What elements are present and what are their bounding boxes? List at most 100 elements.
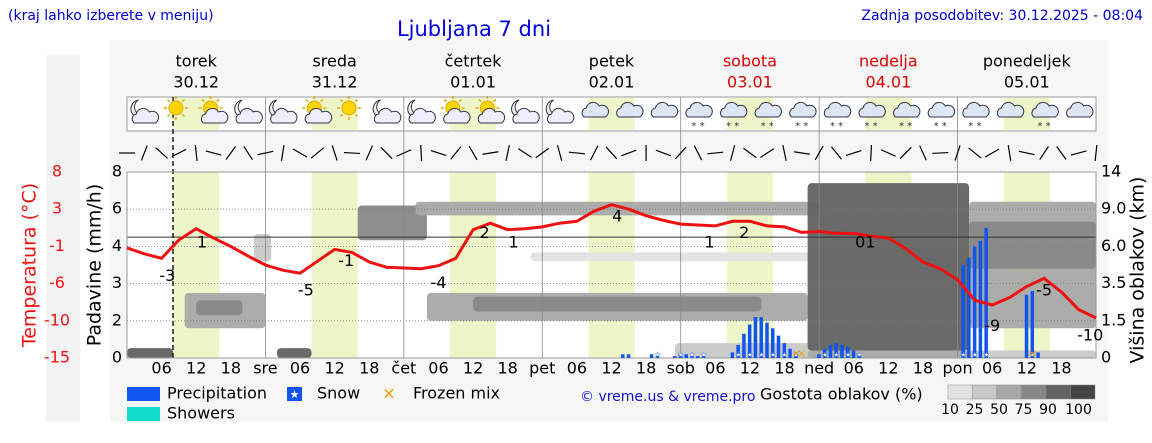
snow-mark: ★ (701, 351, 707, 359)
wind-barb (420, 144, 423, 162)
y2-tick-label: 9.0 (1101, 199, 1126, 218)
weather-icon (130, 99, 160, 124)
precip-bar (753, 317, 758, 358)
wind-barb (845, 149, 862, 157)
temp-label: -9 (984, 316, 1000, 335)
sun-ray (443, 98, 447, 103)
wind-barb (535, 147, 550, 159)
cloud-layer (807, 183, 970, 351)
temp-label: -1 (338, 251, 354, 270)
precip-bar (730, 352, 735, 358)
weather-icon: * * (927, 101, 955, 132)
snow-mark: ★ (770, 351, 776, 359)
precip-bar (655, 356, 660, 358)
day-date: 03.01 (727, 73, 773, 92)
precip-bar (851, 350, 856, 358)
cloud-scale-box (947, 384, 973, 400)
cloud-layer (253, 234, 272, 262)
cloud (996, 101, 1025, 118)
wind-barb (743, 147, 757, 159)
x-tick-label: sre (253, 359, 277, 378)
y2-tick-label: 0 (1101, 348, 1111, 367)
weather-icon (511, 99, 540, 124)
y-tick-label: 6 (112, 199, 122, 218)
cloud (823, 101, 852, 118)
precip-bar (672, 356, 677, 358)
weather-icon: * * (962, 101, 990, 132)
snow-mark: ★ (983, 351, 989, 359)
left-strip (46, 55, 80, 422)
update-time: Zadnja posodobitev: 30.12.2025 - 08:04 (861, 8, 1143, 24)
x-tick-label: 12 (324, 359, 344, 378)
wind-barb (1070, 150, 1087, 156)
weather-icon (234, 99, 263, 124)
temp-label: -5 (1036, 281, 1052, 300)
precip-bar (845, 346, 850, 358)
wind-barb (984, 148, 1000, 158)
wind-barb (380, 146, 393, 160)
cloud-layer (276, 348, 312, 358)
temp-label: -10 (1077, 325, 1103, 344)
wind-barb (1007, 145, 1012, 161)
weather-icon (407, 99, 436, 124)
x-tick-label: 18 (1051, 359, 1071, 378)
credit: © vreme.us & vreme.pro (580, 389, 755, 405)
cloud-scale-label: 100 (1065, 402, 1092, 418)
temp-tick-label: 3 (52, 199, 62, 218)
wind-barb (450, 146, 462, 160)
menu-note: (kraj lahko izberete v meniju) (8, 8, 214, 24)
wind-barb (1056, 146, 1067, 160)
temp-label: 2 (480, 223, 490, 242)
day-name: sobota (723, 52, 777, 71)
wind-barb (621, 149, 637, 157)
precip-bar (817, 354, 821, 358)
cloud-scale-title: Gostota oblakov (%) (760, 385, 923, 404)
y-tick-label: 4 (112, 236, 122, 255)
temp-label: 01 (855, 232, 875, 251)
weather-icon (996, 101, 1025, 118)
cloud-scale-label: 25 (966, 402, 984, 418)
weather-icon: * * (858, 101, 886, 132)
precip-bar (984, 227, 988, 358)
wind-barb (280, 145, 285, 161)
weather-icon (163, 96, 188, 120)
wind-barb (1039, 145, 1049, 161)
cloud (650, 101, 679, 118)
precip-bar (765, 322, 769, 358)
x-tick-label: 06 (428, 359, 448, 378)
legend-swatch: × (382, 384, 395, 403)
x-tick-label: 12 (463, 359, 483, 378)
wind-barb (814, 145, 824, 161)
precip-bar (794, 354, 798, 358)
wind-barb (257, 150, 274, 156)
x-tick-label: 12 (186, 359, 206, 378)
wind-barb (140, 145, 148, 161)
sun-ray (166, 113, 171, 118)
snow-mark: ★ (689, 351, 695, 359)
temp-label: -5 (298, 281, 314, 300)
sun-ray (354, 98, 358, 103)
x-tick-label: 18 (636, 359, 656, 378)
x-tick-label: sob (667, 359, 695, 378)
precip-bar (782, 343, 787, 358)
precip-bar (967, 257, 971, 358)
day-date: 01.01 (450, 73, 496, 92)
wind-barb (830, 146, 842, 160)
daylight-band (450, 172, 497, 358)
wind-barb (396, 149, 412, 157)
y-axis-label: Padavine (mm/h) (84, 184, 106, 347)
snow-mark: ★ (793, 351, 799, 359)
wind-barb (482, 151, 499, 155)
precip-bar (701, 356, 706, 358)
temp-label: 2 (739, 223, 749, 242)
snow-mark: ★ (781, 351, 787, 359)
cloud (512, 107, 540, 124)
snow-mark: ★ (735, 351, 741, 359)
snow-flakes: * * (864, 121, 877, 132)
wind-barb (556, 145, 563, 161)
day-date: 02.01 (589, 73, 635, 92)
cloud (616, 101, 644, 118)
wind-barb (292, 148, 308, 158)
snow-flakes: * * (726, 121, 739, 132)
x-tick-label: 06 (982, 359, 1002, 378)
